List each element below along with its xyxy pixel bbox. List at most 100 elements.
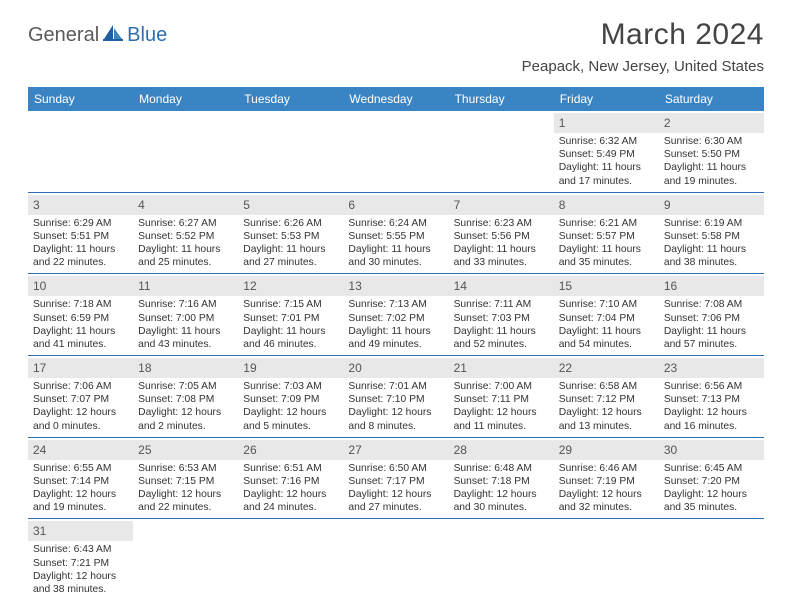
day-number-row: 22	[554, 358, 659, 378]
calendar-week: 31Sunrise: 6:43 AMSunset: 7:21 PMDayligh…	[28, 519, 764, 600]
day-number: 24	[33, 443, 46, 457]
cell-text: Daylight: 12 hours	[138, 488, 233, 501]
day-number: 31	[33, 524, 46, 538]
day-number-row: 26	[238, 440, 343, 460]
day-number: 3	[33, 198, 40, 212]
cell-text: Sunset: 5:57 PM	[559, 230, 654, 243]
cell-text: and 30 minutes.	[454, 501, 549, 514]
day-number-row: 17	[28, 358, 133, 378]
cell-text: Sunrise: 6:26 AM	[243, 217, 338, 230]
cell-text: and 33 minutes.	[454, 256, 549, 269]
calendar-week: 1Sunrise: 6:32 AMSunset: 5:49 PMDaylight…	[28, 111, 764, 193]
day-number: 19	[243, 361, 256, 375]
calendar-cell: 5Sunrise: 6:26 AMSunset: 5:53 PMDaylight…	[238, 193, 343, 274]
logo-text-blue: Blue	[127, 24, 167, 47]
cell-text: and 49 minutes.	[348, 338, 443, 351]
calendar-cell: 31Sunrise: 6:43 AMSunset: 7:21 PMDayligh…	[28, 519, 133, 600]
day-number-row: 7	[449, 195, 554, 215]
cell-text: Daylight: 11 hours	[138, 325, 233, 338]
cell-text: Sunset: 7:07 PM	[33, 393, 128, 406]
calendar-cell: 1Sunrise: 6:32 AMSunset: 5:49 PMDaylight…	[554, 111, 659, 192]
calendar-cell: 18Sunrise: 7:05 AMSunset: 7:08 PMDayligh…	[133, 356, 238, 437]
day-number: 1	[559, 116, 566, 130]
cell-text: and 19 minutes.	[664, 175, 759, 188]
cell-text: Sunrise: 7:01 AM	[348, 380, 443, 393]
cell-text: Daylight: 12 hours	[348, 488, 443, 501]
cell-text: and 8 minutes.	[348, 420, 443, 433]
day-number: 14	[454, 279, 467, 293]
calendar-cell: 20Sunrise: 7:01 AMSunset: 7:10 PMDayligh…	[343, 356, 448, 437]
day-number-row: 4	[133, 195, 238, 215]
cell-text: Sunset: 7:15 PM	[138, 475, 233, 488]
cell-text: Sunrise: 6:19 AM	[664, 217, 759, 230]
cell-text: and 54 minutes.	[559, 338, 654, 351]
calendar-cell: 24Sunrise: 6:55 AMSunset: 7:14 PMDayligh…	[28, 438, 133, 519]
cell-text: and 27 minutes.	[348, 501, 443, 514]
cell-text: Sunset: 7:10 PM	[348, 393, 443, 406]
calendar-cell	[343, 519, 448, 600]
cell-text: Sunset: 7:21 PM	[33, 557, 128, 570]
calendar-cell: 3Sunrise: 6:29 AMSunset: 5:51 PMDaylight…	[28, 193, 133, 274]
weekday-header-row: SundayMondayTuesdayWednesdayThursdayFrid…	[28, 87, 764, 111]
day-number-row: 31	[28, 521, 133, 541]
calendar-cell	[554, 519, 659, 600]
cell-text: Sunset: 7:19 PM	[559, 475, 654, 488]
day-number-row: 18	[133, 358, 238, 378]
calendar-cell	[343, 111, 448, 192]
day-number-row: 3	[28, 195, 133, 215]
cell-text: Sunset: 5:55 PM	[348, 230, 443, 243]
cell-text: Daylight: 11 hours	[243, 243, 338, 256]
cell-text: Daylight: 11 hours	[348, 243, 443, 256]
day-number-row: 12	[238, 276, 343, 296]
cell-text: Daylight: 11 hours	[138, 243, 233, 256]
calendar-cell: 8Sunrise: 6:21 AMSunset: 5:57 PMDaylight…	[554, 193, 659, 274]
day-number-row: 6	[343, 195, 448, 215]
day-number: 12	[243, 279, 256, 293]
calendar-cell: 16Sunrise: 7:08 AMSunset: 7:06 PMDayligh…	[659, 274, 764, 355]
cell-text: Sunset: 7:12 PM	[559, 393, 654, 406]
cell-text: and 41 minutes.	[33, 338, 128, 351]
calendar-cell: 11Sunrise: 7:16 AMSunset: 7:00 PMDayligh…	[133, 274, 238, 355]
cell-text: Sunset: 5:49 PM	[559, 148, 654, 161]
day-number-row: 8	[554, 195, 659, 215]
cell-text: Daylight: 11 hours	[348, 325, 443, 338]
cell-text: and 52 minutes.	[454, 338, 549, 351]
cell-text: Sunset: 5:52 PM	[138, 230, 233, 243]
cell-text: Sunrise: 6:46 AM	[559, 462, 654, 475]
header: General Blue March 2024 Peapack, New Jer…	[0, 0, 792, 79]
cell-text: Sunset: 5:51 PM	[33, 230, 128, 243]
calendar-week: 3Sunrise: 6:29 AMSunset: 5:51 PMDaylight…	[28, 193, 764, 275]
day-number: 30	[664, 443, 677, 457]
day-number-row: 5	[238, 195, 343, 215]
cell-text: and 43 minutes.	[138, 338, 233, 351]
calendar-cell: 12Sunrise: 7:15 AMSunset: 7:01 PMDayligh…	[238, 274, 343, 355]
day-number-row: 13	[343, 276, 448, 296]
day-number: 4	[138, 198, 145, 212]
weekday-header: Sunday	[28, 87, 133, 111]
cell-text: Sunset: 5:50 PM	[664, 148, 759, 161]
calendar-week: 10Sunrise: 7:18 AMSunset: 6:59 PMDayligh…	[28, 274, 764, 356]
cell-text: and 46 minutes.	[243, 338, 338, 351]
cell-text: and 16 minutes.	[664, 420, 759, 433]
cell-text: Sunset: 7:02 PM	[348, 312, 443, 325]
day-number: 15	[559, 279, 572, 293]
cell-text: Sunrise: 6:32 AM	[559, 135, 654, 148]
day-number-row: 23	[659, 358, 764, 378]
day-number: 10	[33, 279, 46, 293]
cell-text: Daylight: 11 hours	[664, 325, 759, 338]
calendar-cell: 25Sunrise: 6:53 AMSunset: 7:15 PMDayligh…	[133, 438, 238, 519]
cell-text: and 35 minutes.	[559, 256, 654, 269]
cell-text: Sunrise: 6:51 AM	[243, 462, 338, 475]
weekday-header: Saturday	[659, 87, 764, 111]
day-number-row: 27	[343, 440, 448, 460]
day-number-row: 2	[659, 113, 764, 133]
cell-text: Sunset: 7:11 PM	[454, 393, 549, 406]
day-number-row: 9	[659, 195, 764, 215]
calendar-cell: 15Sunrise: 7:10 AMSunset: 7:04 PMDayligh…	[554, 274, 659, 355]
calendar-cell: 22Sunrise: 6:58 AMSunset: 7:12 PMDayligh…	[554, 356, 659, 437]
day-number: 29	[559, 443, 572, 457]
calendar-cell: 6Sunrise: 6:24 AMSunset: 5:55 PMDaylight…	[343, 193, 448, 274]
day-number-row: 24	[28, 440, 133, 460]
cell-text: Sunrise: 7:16 AM	[138, 298, 233, 311]
day-number: 13	[348, 279, 361, 293]
